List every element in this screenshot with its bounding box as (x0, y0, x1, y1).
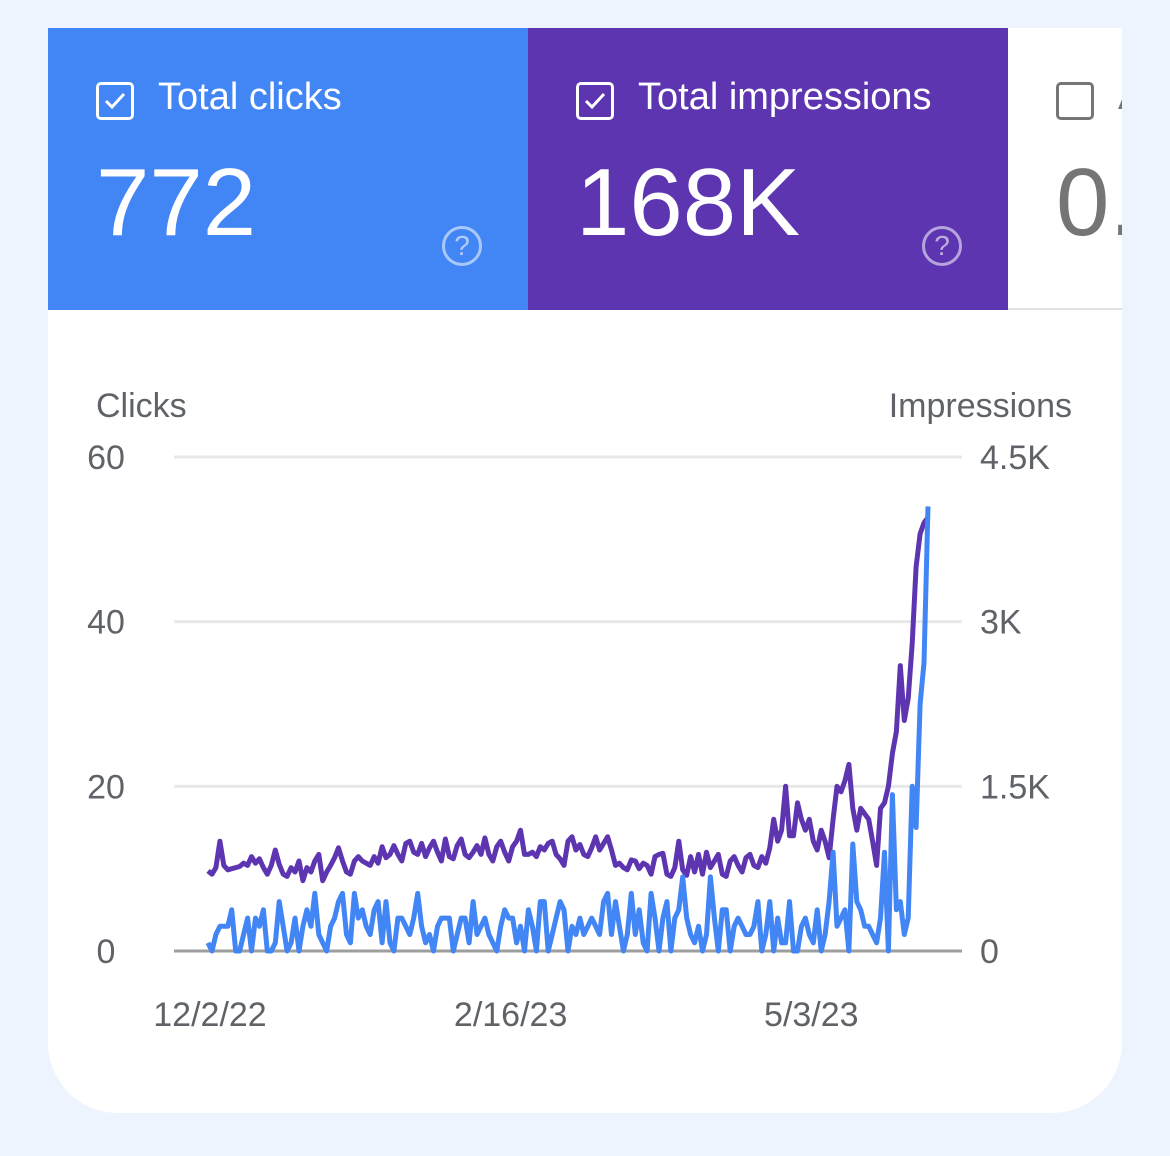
total-impressions-tile[interactable]: Total impressions 168K ? (528, 28, 1008, 310)
performance-chart: Clicks Impressions 0 0 20 1.5K 40 3K 60 4.5K 12/… (87, 387, 1072, 1034)
x-tick-label: 5/3/23 (764, 996, 859, 1034)
right-tick-label: 3K (980, 604, 1022, 642)
tile-value: 168K (576, 149, 801, 256)
checkbox-checked-icon[interactable] (96, 82, 134, 120)
tile-value: 772 (96, 149, 257, 256)
help-icon[interactable]: ? (922, 226, 962, 266)
right-tick-label: 4.5K (980, 439, 1050, 477)
left-tick-label: 40 (87, 604, 125, 642)
series-line-clicks (205, 506, 931, 954)
series-line-impressions (206, 515, 931, 884)
tile-label: Total clicks (158, 76, 342, 118)
total-clicks-tile[interactable]: Total clicks 772 ? (48, 28, 528, 310)
left-tick-label: 60 (87, 439, 125, 477)
left-tick-label: 0 (97, 933, 116, 971)
right-tick-label: 0 (980, 933, 999, 971)
ctr-tile[interactable]: A 0. (1008, 28, 1122, 310)
tile-value: 0. (1056, 149, 1122, 256)
checkbox-checked-icon[interactable] (576, 82, 614, 120)
performance-card: Total clicks 772 ? Total impressions 168… (48, 28, 1122, 1113)
right-axis-title: Impressions (889, 387, 1072, 425)
tile-label: Total impressions (638, 76, 932, 118)
x-tick-label: 2/16/23 (454, 996, 567, 1034)
help-icon[interactable]: ? (442, 226, 482, 266)
left-axis-title: Clicks (96, 387, 187, 425)
checkbox-unchecked-icon[interactable] (1056, 82, 1094, 120)
left-tick-label: 20 (87, 768, 125, 806)
tile-label: A (1118, 76, 1122, 119)
x-tick-label: 12/2/22 (153, 996, 266, 1034)
right-tick-label: 1.5K (980, 768, 1050, 806)
